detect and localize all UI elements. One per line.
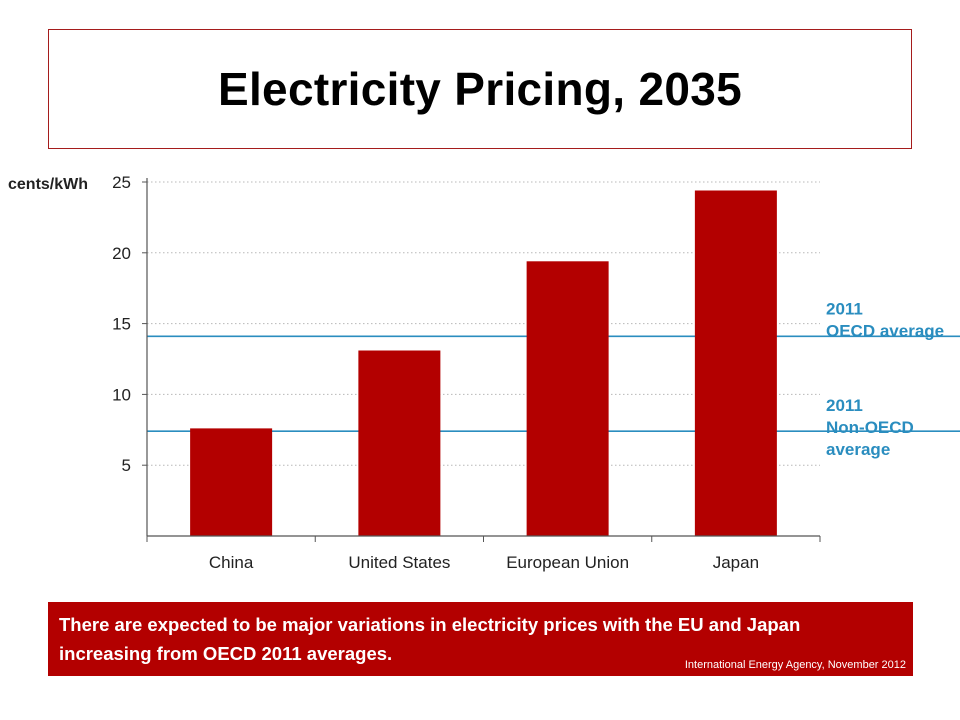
reference-label: average	[826, 440, 890, 459]
bar-united-states	[358, 350, 441, 536]
caption-text: There are expected to be major variation…	[59, 614, 801, 664]
bar-chart: cents/kWh 5 10 15 20 25 China United States Eur…	[8, 173, 960, 572]
y-tick-label: 5	[122, 456, 131, 475]
reference-label: OECD average	[826, 321, 944, 340]
reference-label: Non-OECD	[826, 418, 914, 437]
title-box: Electricity Pricing, 2035	[48, 29, 912, 149]
source-citation: International Energy Agency, November 20…	[684, 659, 906, 671]
y-tick-label: 15	[112, 315, 131, 334]
reference-label: 2011	[826, 299, 863, 318]
y-axis-label: cents/kWh	[8, 176, 88, 193]
x-tick-label: United States	[348, 553, 450, 572]
caption-box: There are expected to be major variation…	[48, 602, 913, 676]
x-tick-label: European Union	[506, 553, 629, 572]
page-title: Electricity Pricing, 2035	[218, 63, 742, 115]
y-tick-label: 25	[112, 173, 131, 192]
reference-label: 2011	[826, 396, 863, 415]
bar-japan	[694, 190, 777, 536]
y-tick-label: 10	[112, 385, 131, 404]
x-tick-label: Japan	[713, 553, 759, 572]
y-tick-label: 20	[112, 244, 131, 263]
bar-european-union	[526, 261, 609, 536]
bar-china	[190, 428, 273, 536]
x-tick-label: China	[209, 553, 254, 572]
